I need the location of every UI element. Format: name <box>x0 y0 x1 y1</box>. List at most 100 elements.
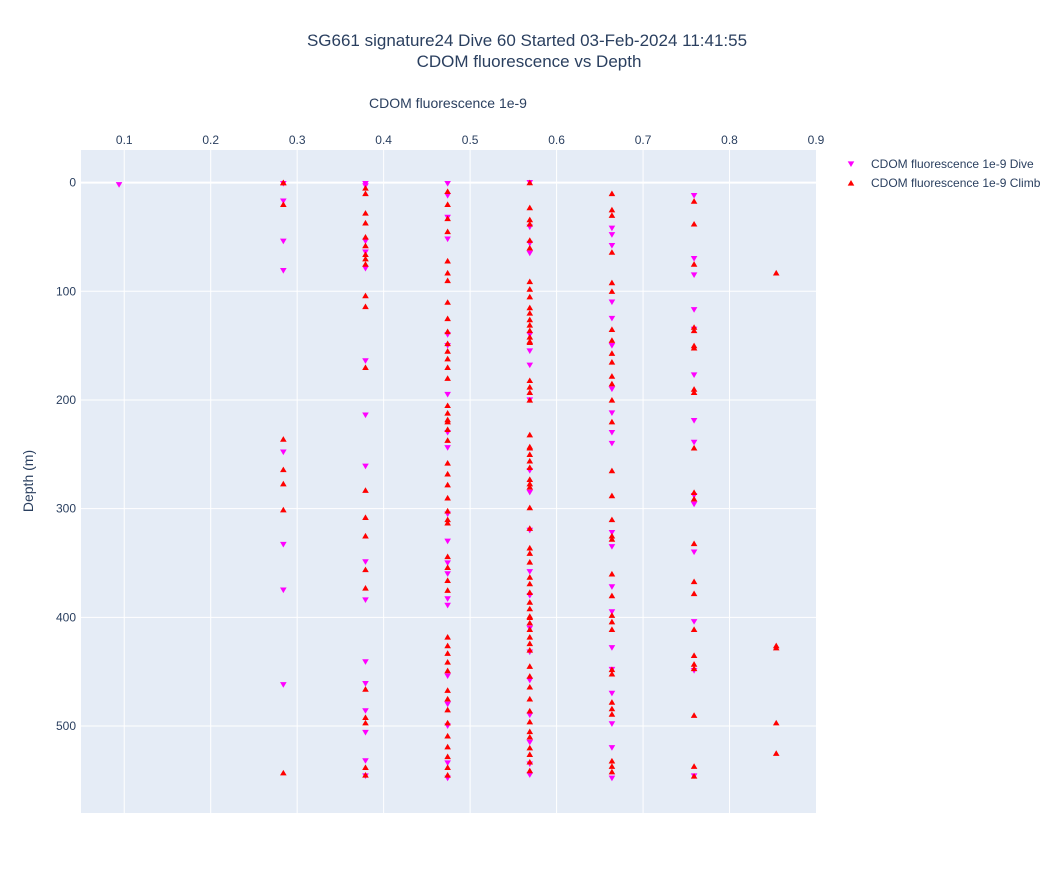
climb-point <box>444 299 451 305</box>
climb-point <box>526 480 534 487</box>
climb-point <box>526 580 534 587</box>
climb-point <box>526 451 534 457</box>
climb-point <box>362 251 369 257</box>
climb-point <box>362 585 369 591</box>
dive-point <box>444 560 451 566</box>
climb-point <box>690 626 698 632</box>
dive-point <box>526 489 534 496</box>
climb-point <box>362 219 369 226</box>
climb-point <box>526 476 534 482</box>
climb-point <box>526 574 534 580</box>
climb-point <box>690 578 698 585</box>
legend-item-dive[interactable]: CDOM fluorescence 1e-9 Dive <box>847 157 1034 171</box>
climb-point <box>690 344 698 351</box>
dive-point <box>444 181 451 187</box>
climb-point <box>526 204 534 211</box>
climb-point <box>690 652 698 659</box>
climb-point <box>526 244 534 251</box>
climb-point <box>608 418 616 425</box>
climb-point <box>444 519 451 526</box>
dive-point <box>608 386 616 393</box>
climb-point <box>444 667 451 674</box>
climb-point <box>444 257 451 264</box>
x-tick-label: 0.6 <box>548 133 565 147</box>
series-dive <box>115 179 698 782</box>
dive-point <box>526 712 534 719</box>
legend[interactable]: CDOM fluorescence 1e-9 Dive CDOM fluoresc… <box>847 157 1041 190</box>
dive-point <box>690 549 698 556</box>
climb-point <box>526 278 534 285</box>
climb-point <box>444 188 451 194</box>
climb-point <box>444 633 451 640</box>
dive-point <box>362 681 369 687</box>
dive-point <box>444 596 451 602</box>
dive-point <box>690 417 698 424</box>
climb-point <box>608 326 616 332</box>
climb-point <box>362 487 369 493</box>
climb-point <box>608 768 616 775</box>
climb-point <box>362 185 369 191</box>
climb-point <box>526 322 534 328</box>
climb-point <box>526 464 534 471</box>
climb-point <box>608 618 616 625</box>
climb-point <box>690 590 698 597</box>
climb-point <box>280 466 287 473</box>
dive-point <box>526 348 534 355</box>
climb-point <box>526 304 534 311</box>
dive-point <box>608 243 616 249</box>
dive-point <box>690 193 698 199</box>
y-tick-label: 100 <box>56 284 76 298</box>
dive-point <box>526 569 534 575</box>
climb-point <box>362 233 369 240</box>
climb-point <box>362 714 369 720</box>
climb-point <box>526 767 534 774</box>
climb-point <box>608 763 616 769</box>
climb-point <box>608 612 616 618</box>
climb-point <box>608 536 616 542</box>
climb-point <box>690 389 698 396</box>
climb-point <box>444 328 451 335</box>
climb-point <box>362 242 369 249</box>
climb-point <box>444 553 451 560</box>
climb-point <box>526 733 534 740</box>
climb-point <box>608 516 616 523</box>
dive-point <box>608 429 616 436</box>
climb-point <box>526 646 534 653</box>
climb-point <box>444 340 451 347</box>
y-tick-label: 300 <box>56 502 76 516</box>
climb-point <box>526 751 534 757</box>
climb-point <box>362 303 369 310</box>
legend-label: CDOM fluorescence 1e-9 Dive <box>871 157 1034 171</box>
climb-point <box>444 516 451 523</box>
dive-point <box>280 449 287 456</box>
dive-point <box>362 265 369 272</box>
dive-point <box>608 544 616 550</box>
dive-point <box>280 541 287 548</box>
dive-point <box>608 645 616 651</box>
climb-point <box>526 614 534 621</box>
climb-point <box>690 386 698 392</box>
dive-point <box>690 619 698 625</box>
climb-point <box>362 210 369 216</box>
climb-point <box>526 293 534 300</box>
y-axis-ticks: 0 100 200 300 400 500 <box>56 176 76 733</box>
climb-point <box>526 483 534 490</box>
climb-point <box>444 375 451 381</box>
climb-point <box>444 348 451 354</box>
legend-item-climb[interactable]: CDOM fluorescence 1e-9 Climb <box>847 176 1041 190</box>
climb-point <box>526 389 534 396</box>
climb-point <box>526 633 534 640</box>
climb-point <box>526 605 534 612</box>
climb-point <box>444 315 451 322</box>
climb-point <box>608 467 616 474</box>
climb-point <box>608 206 616 213</box>
y-tick-label: 0 <box>69 176 76 190</box>
x-tick-label: 0.5 <box>462 133 479 147</box>
climb-point <box>444 277 451 284</box>
climb-point <box>444 355 451 362</box>
dive-point <box>608 410 616 416</box>
climb-point <box>444 719 451 726</box>
dive-point <box>608 440 616 447</box>
climb-point <box>526 640 534 647</box>
plot-area <box>81 150 816 813</box>
